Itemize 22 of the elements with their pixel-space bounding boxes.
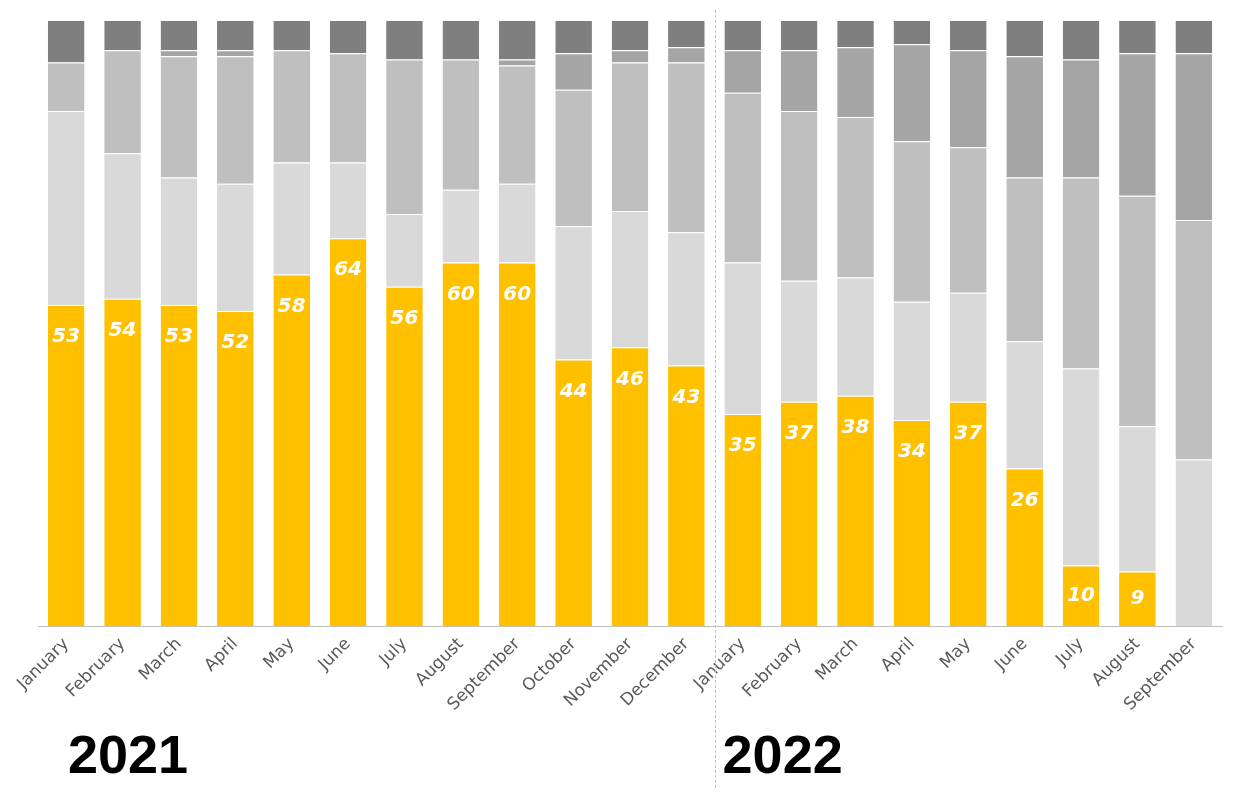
data-label: 9 <box>1130 585 1145 610</box>
data-label: 26 <box>1010 486 1039 511</box>
data-label: 54 <box>108 317 137 342</box>
data-label: 44 <box>558 377 588 402</box>
data-label: 10 <box>1067 582 1096 607</box>
data-label: 64 <box>334 256 363 281</box>
text: 2022 <box>722 723 843 785</box>
data-label: 52 <box>221 329 250 354</box>
data-label: 35 <box>728 432 757 457</box>
data-label: 53 <box>165 323 193 348</box>
data-label: 53 <box>52 323 81 348</box>
text: 2021 <box>68 723 189 785</box>
data-label: 60 <box>503 280 532 305</box>
data-label: 37 <box>785 420 814 445</box>
data-label: 58 <box>277 292 306 317</box>
data-label: 60 <box>446 280 475 305</box>
data-label: 34 <box>897 438 926 463</box>
data-label: 38 <box>841 414 870 438</box>
data-label: 46 <box>615 365 644 390</box>
data-label: 37 <box>954 420 983 445</box>
data-label: 43 <box>671 383 701 408</box>
data-label: 56 <box>390 304 419 329</box>
